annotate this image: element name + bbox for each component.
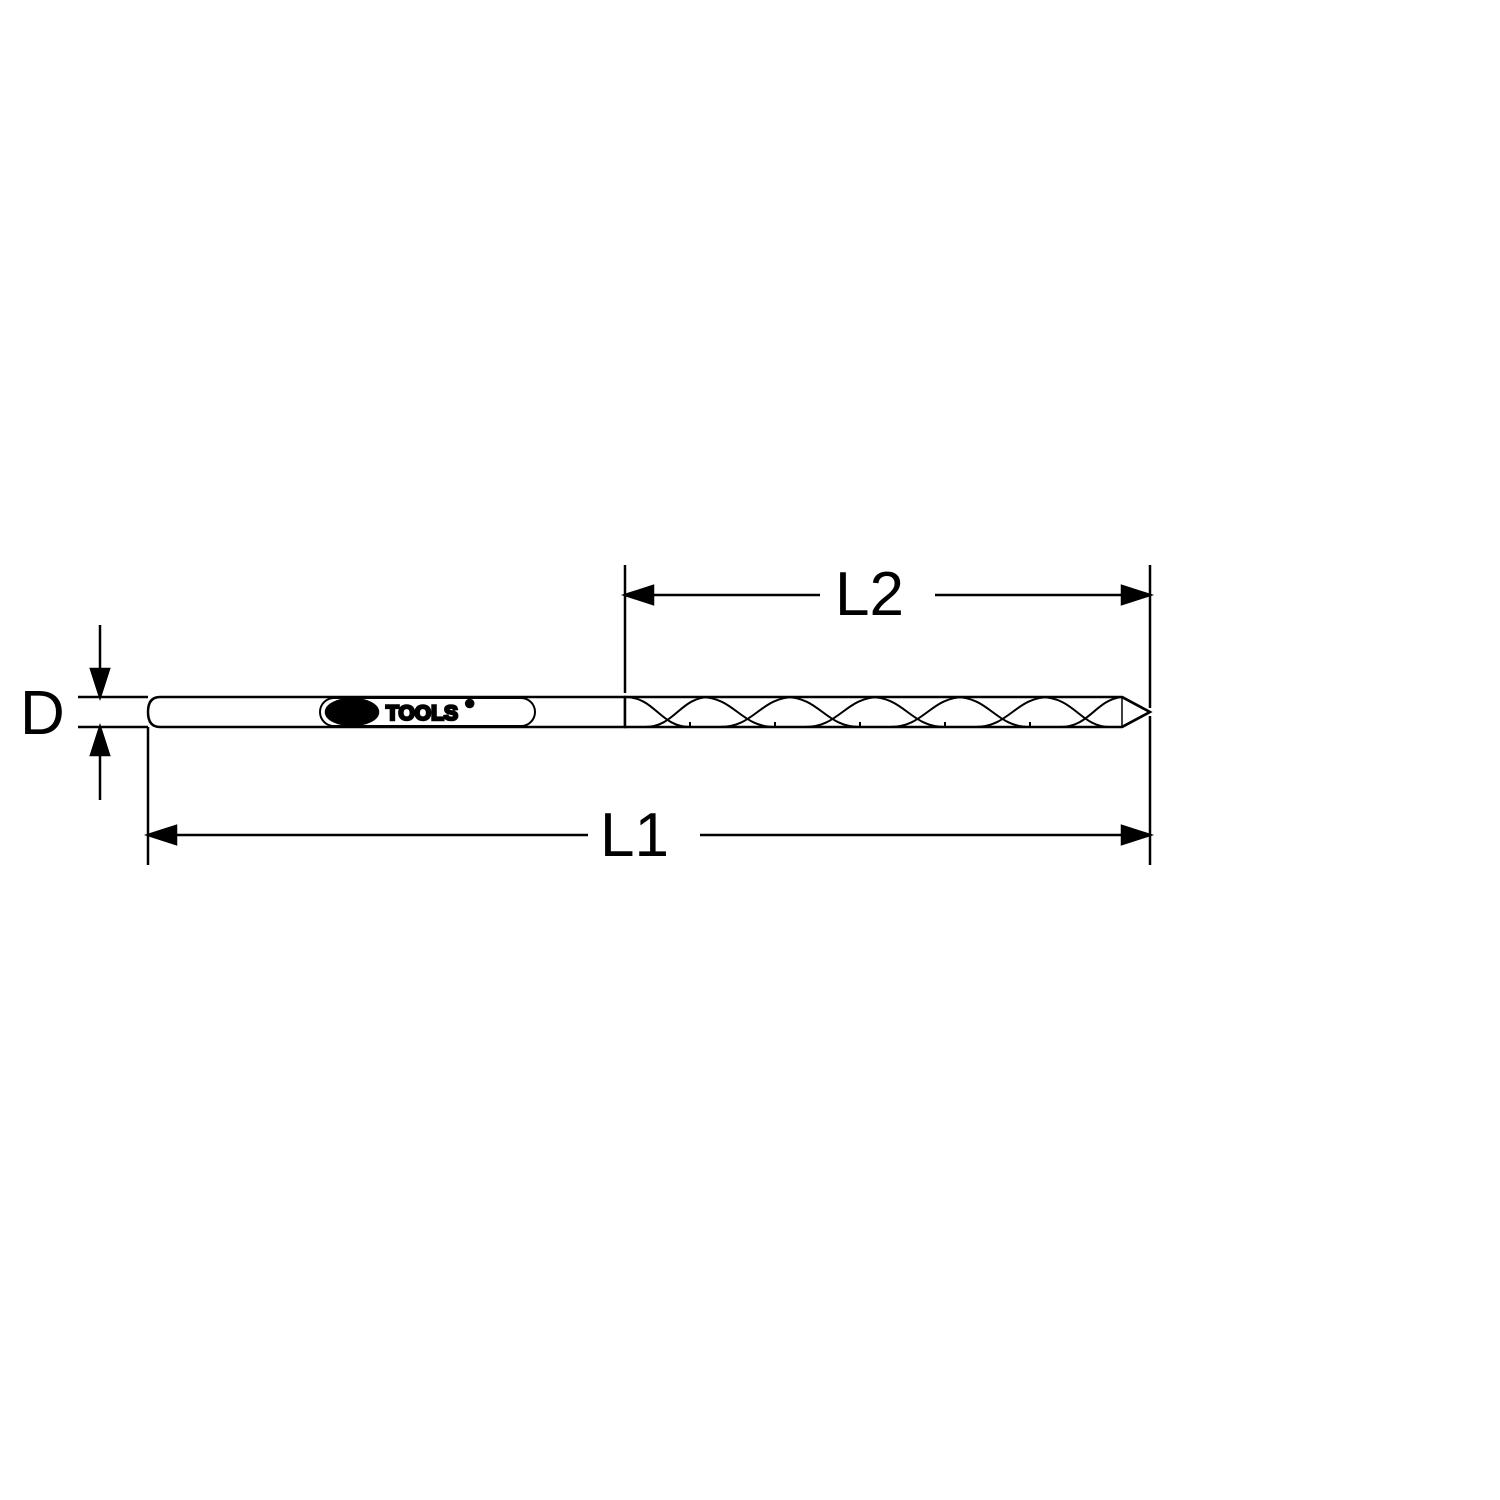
diagram-canvas: KS TOOLS ® [0, 0, 1500, 1500]
brand-logo: KS TOOLS ® [320, 698, 535, 726]
diagram-svg: KS TOOLS ® [0, 0, 1500, 1500]
logo-registered: ® [466, 699, 474, 710]
dimension-D [78, 625, 148, 800]
label-L1: L1 [600, 800, 669, 871]
label-L2: L2 [835, 559, 904, 630]
logo-ks: KS [340, 703, 364, 722]
logo-tools: TOOLS [386, 702, 458, 725]
label-D: D [20, 678, 65, 749]
drill-bit: KS TOOLS ® [148, 697, 1150, 727]
